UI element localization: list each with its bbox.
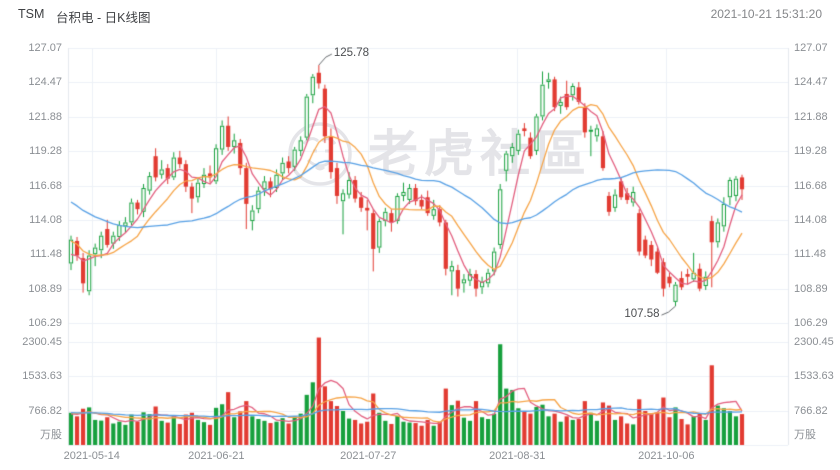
price-tick-right: 114.08	[794, 214, 827, 227]
date-tick: 2021-06-21	[188, 450, 245, 462]
volume-tick-left: 766.82	[28, 404, 62, 417]
date-tick: 2021-05-14	[63, 450, 120, 462]
date-tick: 2021-07-27	[340, 450, 397, 462]
price-tick-left: 127.07	[28, 42, 62, 54]
price-tick-left: 114.08	[29, 214, 62, 227]
chart-title: 台积电 - 日K线图	[56, 11, 151, 25]
chart-header: TSM 台积电 - 日K线图 2021-10-21 15:31:20	[0, 0, 840, 26]
price-tick-right: 106.29	[794, 317, 828, 330]
volume-tick-left: 2300.45	[22, 336, 62, 348]
price-tick-right: 108.89	[794, 282, 828, 295]
price-tick-left: 116.68	[29, 179, 62, 192]
date-tick: 2021-08-31	[489, 450, 546, 462]
price-tick-left: 121.88	[28, 110, 62, 123]
symbol-label: TSM	[18, 7, 45, 21]
price-tick-left: 119.28	[29, 145, 62, 158]
volume-tick-right: 766.82	[794, 404, 828, 417]
price-tick-right: 116.68	[794, 179, 827, 192]
price-tick-right: 124.47	[794, 76, 828, 89]
price-tick-right: 111.48	[794, 248, 827, 261]
volume-unit-right: 万股	[794, 429, 816, 441]
price-tick-left: 124.47	[28, 76, 62, 89]
volume-tick-left: 1533.63	[22, 370, 62, 383]
volume-tick-right: 1533.63	[794, 370, 834, 383]
price-tick-right: 127.07	[794, 42, 828, 54]
max-price-annotation: 125.78	[333, 47, 370, 60]
date-tick: 2021-10-06	[638, 450, 695, 462]
price-tick-left: 106.29	[28, 317, 62, 330]
min-price-annotation: 107.58	[624, 308, 660, 321]
volume-unit-left: 万股	[40, 429, 62, 441]
price-tick-right: 119.28	[794, 145, 827, 158]
volume-tick-right: 2300.45	[794, 336, 834, 348]
timestamp-label: 2021-10-21 15:31:20	[710, 7, 822, 21]
price-tick-left: 111.48	[29, 248, 62, 261]
price-tick-right: 121.88	[794, 110, 828, 123]
price-tick-left: 108.89	[28, 282, 62, 295]
